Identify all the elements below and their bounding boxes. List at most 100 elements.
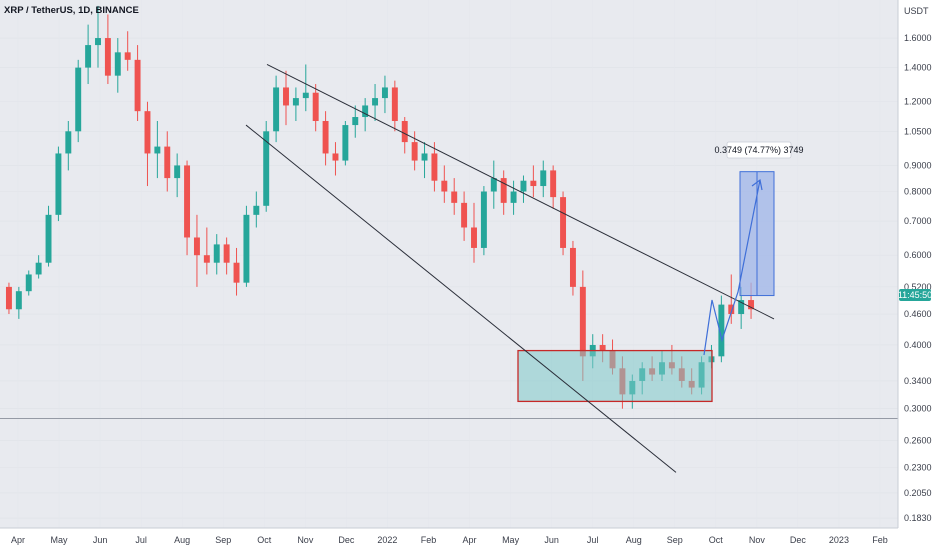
candle-body: [213, 244, 220, 263]
candle-body: [599, 344, 606, 351]
candle-body: [184, 165, 191, 238]
candle-body: [451, 191, 458, 203]
time-tick-label: Feb: [421, 535, 437, 545]
time-tick-label: Sep: [667, 535, 683, 545]
projection-path: [703, 179, 761, 356]
time-tick-label: Oct: [257, 535, 272, 545]
candle-body: [302, 92, 309, 99]
candle-body: [490, 178, 497, 192]
candle-body: [273, 87, 280, 132]
price-tick-label: 0.2300: [904, 462, 932, 472]
time-axis[interactable]: Apr May Jun Jul Aug Sep Oct Nov Dec 2022 Feb Apr May…: [0, 527, 898, 545]
time-tick-label: Jul: [135, 535, 147, 545]
current-price-label: 11:45:50: [898, 290, 932, 300]
time-tick-label: Oct: [709, 535, 724, 545]
candle-body: [253, 205, 260, 215]
candle-body: [728, 304, 735, 315]
candle-body: [569, 247, 576, 287]
price-tick-label: 0.3000: [904, 404, 932, 414]
time-tick-label: 2023: [829, 535, 849, 545]
candle-body: [114, 52, 121, 76]
price-tick-label: 1.4000: [904, 63, 932, 73]
candle-body: [718, 304, 725, 357]
price-tick-label: 0.5200: [904, 282, 932, 292]
candle-body: [174, 165, 181, 179]
candle-body: [381, 87, 388, 99]
candle-body: [75, 67, 82, 132]
candle-body: [85, 45, 92, 68]
candle-body: [15, 291, 22, 310]
price-tick-label: 0.6000: [904, 250, 932, 260]
price-tick-label: 1.2000: [904, 97, 932, 107]
candle-body: [223, 244, 230, 263]
candle-body: [332, 153, 339, 161]
candle-body: [342, 125, 349, 161]
candle-body: [738, 300, 745, 315]
candle-body: [5, 286, 12, 310]
candle-body: [461, 202, 468, 228]
candle-body: [55, 153, 62, 215]
candle-body: [579, 286, 586, 357]
symbol-title: XRP / TetherUS, 1D, BINANCE: [4, 5, 139, 16]
candle-body: [391, 87, 398, 122]
candle-body: [164, 146, 171, 179]
time-tick-label: 2022: [377, 535, 397, 545]
accumulation-range-box: [517, 349, 713, 403]
drawings: [0, 64, 898, 473]
time-tick-label: May: [51, 535, 69, 545]
candle-body: [352, 117, 359, 126]
candle-body: [560, 197, 567, 248]
price-tick-label: 0.2600: [904, 435, 932, 445]
lower-trendline: [245, 124, 677, 473]
time-tick-label: Sep: [215, 535, 231, 545]
candle-body: [292, 98, 299, 106]
price-tick-label: 0.4000: [904, 340, 932, 350]
measure-tooltip: 0.3749 (74.77%) 3749: [714, 141, 804, 159]
time-tick-label: Aug: [174, 535, 190, 545]
candle-body: [480, 191, 487, 248]
candle-body: [520, 180, 527, 192]
candle-body: [154, 146, 161, 154]
projection-arrowhead: [751, 178, 763, 191]
candle-body: [500, 178, 507, 203]
candle-body: [510, 191, 517, 203]
time-tick-label: Jul: [587, 535, 599, 545]
price-tick-label: 0.2050: [904, 488, 932, 498]
candle-body: [550, 170, 557, 198]
candle-body: [124, 52, 131, 60]
candle-body: [530, 180, 537, 187]
time-tick-label: Aug: [626, 535, 642, 545]
candle-body: [401, 121, 408, 143]
price-tick-label: 0.9000: [904, 160, 932, 170]
time-tick-label: Jun: [544, 535, 559, 545]
candle-body: [104, 38, 111, 76]
candle-body: [95, 38, 101, 46]
time-tick-label: Apr: [11, 535, 25, 545]
price-axis[interactable]: USDT 1.6000 1.4000 1.2000 1.0500 0.9000 0.800…: [897, 0, 932, 528]
current-price-tag: 11:45:50: [898, 289, 932, 301]
candle-body: [441, 180, 448, 192]
time-tick-label: Feb: [872, 535, 888, 545]
candle-body: [263, 131, 270, 206]
time-tick-label: Jun: [93, 535, 108, 545]
candle-body: [203, 255, 210, 263]
time-tick-label: May: [502, 535, 520, 545]
time-tick-label: Dec: [790, 535, 807, 545]
time-tick-label: Apr: [463, 535, 477, 545]
price-tick-label: 0.4600: [904, 309, 932, 319]
candle-body: [421, 153, 428, 161]
price-tick-label: 0.3400: [904, 376, 932, 386]
candle-body: [411, 142, 418, 161]
time-tick-label: Nov: [749, 535, 766, 545]
candle-body: [372, 98, 379, 106]
candle-body: [193, 237, 200, 256]
price-tick-label: 0.8000: [904, 187, 932, 197]
price-tick-label: 1.6000: [904, 33, 932, 43]
price-axis-unit: USDT: [904, 6, 929, 16]
candle-body: [748, 300, 755, 310]
upper-trendline: [266, 64, 775, 320]
candle-body: [243, 214, 250, 283]
price-tick-label: 0.7000: [904, 216, 932, 226]
